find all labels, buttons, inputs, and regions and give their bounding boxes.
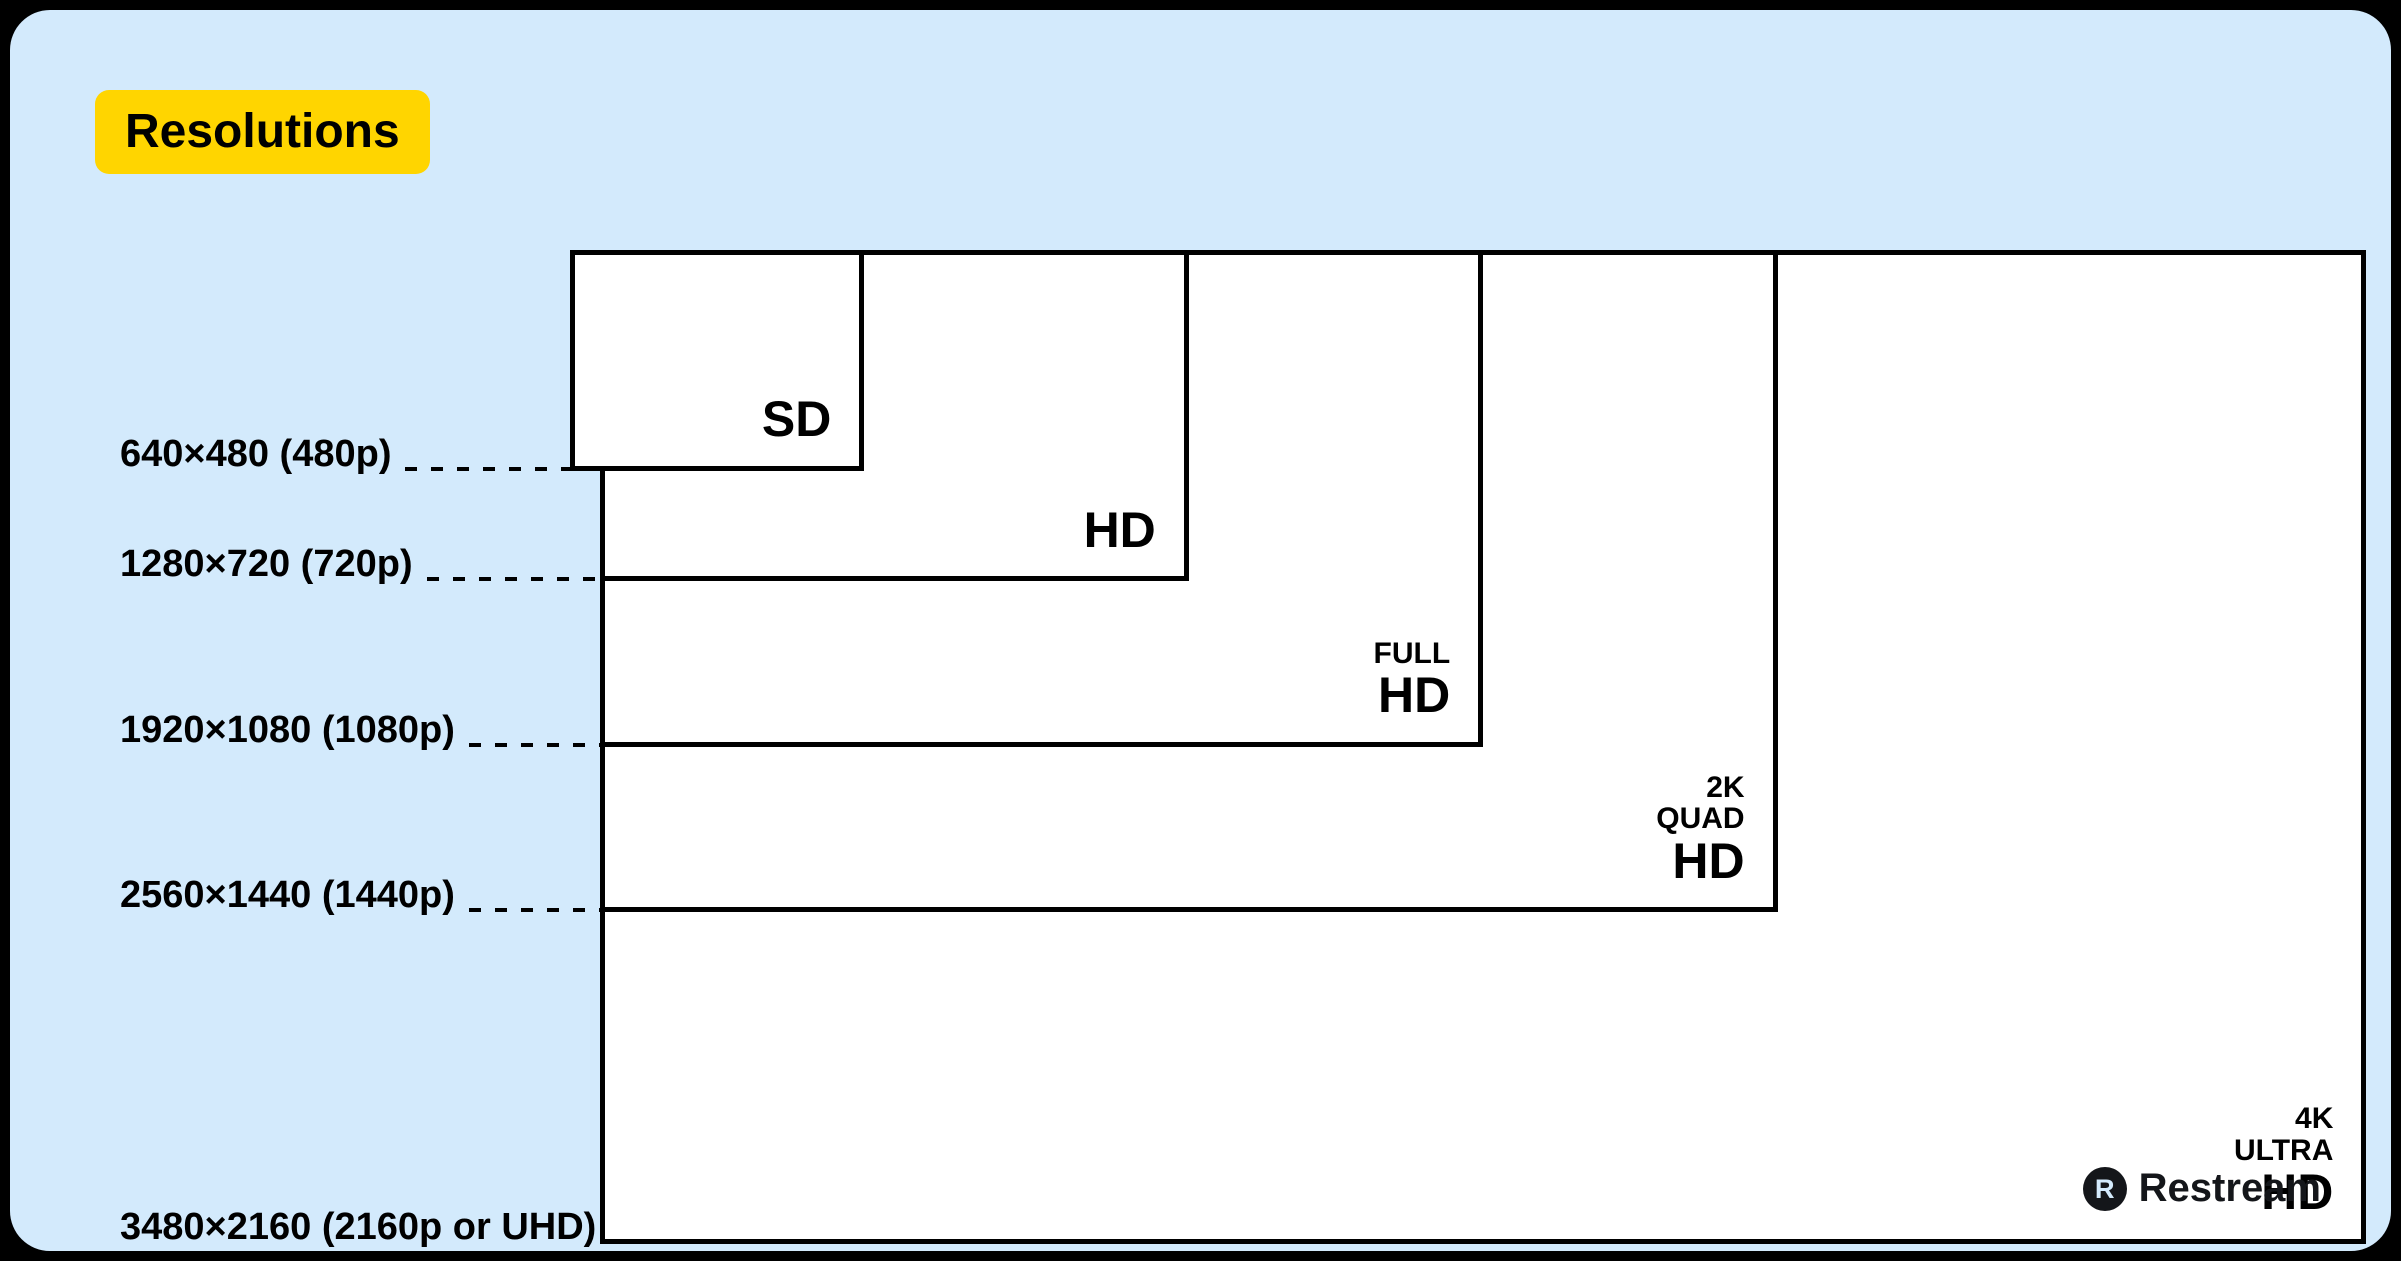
res-box-sd: SD bbox=[570, 250, 864, 471]
dash-fullhd bbox=[469, 743, 600, 747]
brand-text: Restream bbox=[2139, 1166, 2321, 1211]
canvas: Resolutions 4KULTRAHD2KQUADHDFULLHDHDSD … bbox=[0, 0, 2401, 1261]
side-label-qhd: 2560×1440 (1440p) bbox=[120, 874, 455, 917]
side-label-uhd: 3480×2160 (2160p or UHD) bbox=[120, 1206, 596, 1249]
dash-sd bbox=[405, 467, 570, 471]
res-box-label-qhd: 2KQUADHD bbox=[1656, 772, 1744, 888]
brand: R Restream bbox=[2083, 1166, 2321, 1211]
brand-logo-icon: R bbox=[2083, 1167, 2127, 1211]
brand-logo-letter: R bbox=[2095, 1173, 2115, 1205]
res-box-label-hd: HD bbox=[1084, 504, 1156, 557]
side-label-fullhd: 1920×1080 (1080p) bbox=[120, 709, 455, 752]
resolutions-diagram: 4KULTRAHD2KQUADHDFULLHDHDSD bbox=[10, 10, 2391, 1251]
res-box-label-fullhd: FULLHD bbox=[1374, 638, 1451, 722]
dash-hd bbox=[427, 577, 600, 581]
dash-qhd bbox=[469, 908, 600, 912]
side-label-hd: 1280×720 (720p) bbox=[120, 543, 413, 586]
res-box-label-sd: SD bbox=[762, 393, 831, 446]
side-label-sd: 640×480 (480p) bbox=[120, 433, 391, 476]
panel: Resolutions 4KULTRAHD2KQUADHDFULLHDHDSD … bbox=[10, 10, 2391, 1251]
